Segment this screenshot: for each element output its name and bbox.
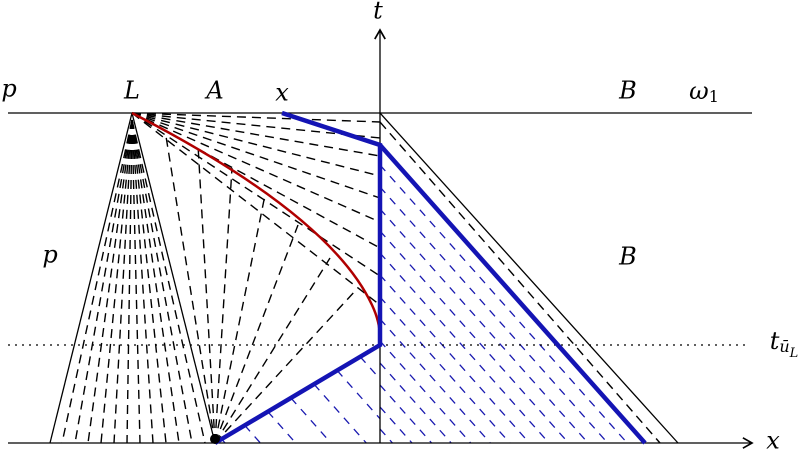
dashed-ray (379, 406, 413, 444)
dashed-ray (87, 119, 133, 444)
region-label: B (618, 243, 637, 271)
blue-path (378, 143, 647, 445)
dashed-ray (164, 129, 216, 444)
fan-center (210, 434, 220, 444)
dashed-ray (379, 428, 393, 444)
shock-line (379, 112, 679, 444)
dashed-ray (290, 397, 332, 444)
dashed-ray (379, 296, 511, 444)
dashed-ray (379, 164, 628, 444)
dashed-ray (379, 230, 570, 444)
label-sub: ū (779, 337, 789, 356)
dashed-ray (214, 194, 266, 444)
dashed-ray (379, 340, 472, 444)
dashed-ray (359, 356, 381, 380)
decorations (61, 112, 628, 444)
time-label: tūL (770, 327, 799, 361)
dashed-ray (379, 208, 589, 444)
region-label: p (42, 241, 57, 269)
dashed-ray (336, 370, 381, 420)
dashed-ray (244, 424, 261, 444)
dashed-ray (61, 119, 133, 444)
region-label: x (275, 79, 289, 107)
dashed-ray (214, 167, 233, 444)
dashed-ray (379, 362, 452, 444)
dashed-ray (100, 119, 133, 444)
dashed-ray (131, 112, 381, 139)
dashed-ray (379, 318, 491, 444)
dashed-ray (131, 119, 167, 444)
dashed-ray (131, 119, 193, 444)
dashed-ray (74, 119, 133, 444)
dashed-ray (131, 119, 206, 444)
dashed-ray (214, 257, 331, 444)
fan-edge (49, 112, 133, 444)
region-label: A (204, 77, 223, 105)
dashed-ray (379, 252, 550, 444)
dashed-line (379, 121, 661, 444)
label-main: ω (689, 77, 709, 105)
axis-label: t (373, 0, 383, 25)
dashed-ray (379, 384, 433, 444)
region-label: p (1, 75, 16, 103)
blue-path (213, 110, 383, 445)
dashed-ray (214, 224, 299, 444)
dashed-ray (131, 112, 381, 306)
fan-edge (131, 112, 216, 444)
dashed-ray (197, 144, 216, 444)
dashed-ray (131, 112, 381, 177)
dashed-ray (131, 112, 381, 277)
region-label: B (618, 77, 637, 105)
label-subsub: L (789, 346, 799, 361)
label-sub: 1 (709, 87, 719, 106)
dashed-ray (379, 186, 609, 444)
dashed-ray (131, 112, 381, 157)
dashed-ray (131, 112, 381, 123)
dashed-ray (131, 112, 381, 223)
label-main: t (770, 327, 780, 355)
region-label: L (123, 77, 140, 105)
dashed-ray (313, 383, 367, 444)
dashed-ray (214, 289, 357, 444)
dashed-ray (131, 112, 381, 199)
dashed-ray (131, 119, 154, 444)
dashed-ray (379, 274, 530, 444)
dashed-ray (131, 119, 141, 444)
dashed-ray (131, 119, 180, 444)
dashed-ray (113, 119, 133, 444)
dashed-ray (267, 411, 297, 444)
axis-label: x (766, 427, 780, 452)
region-label: ω1 (689, 77, 719, 106)
dashed-ray (126, 119, 133, 444)
